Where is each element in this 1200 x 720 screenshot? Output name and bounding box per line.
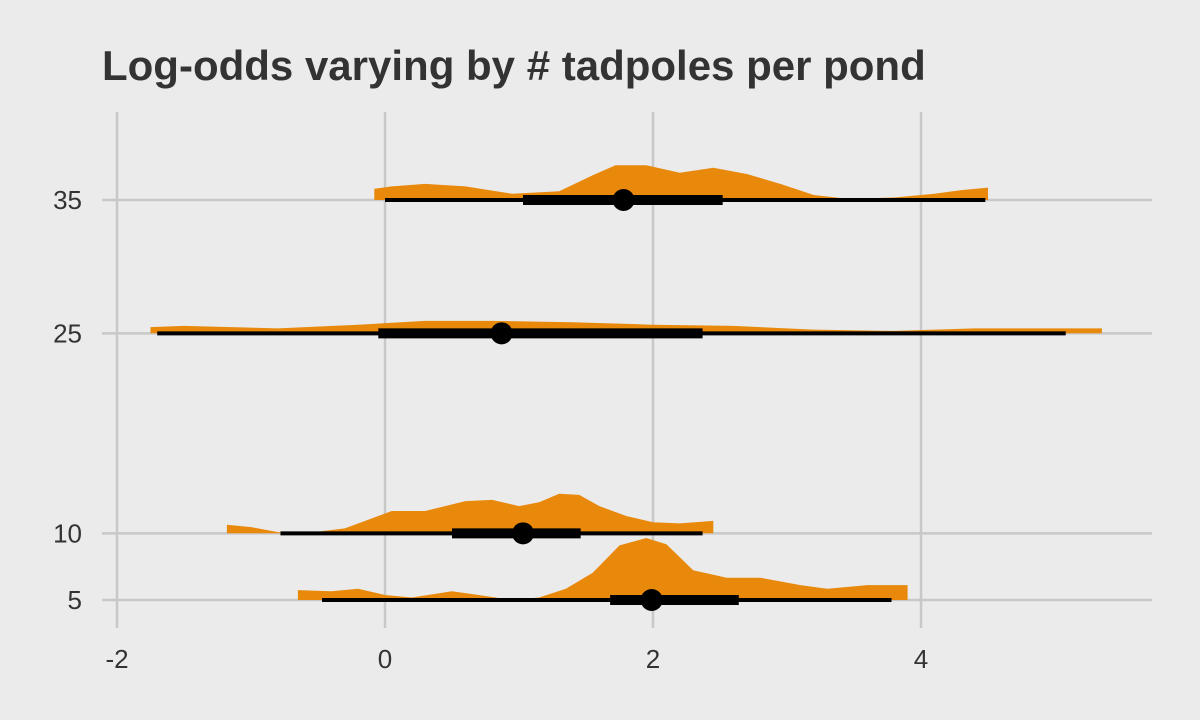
chart-title: Log-odds varying by # tadpoles per pond [102, 42, 926, 89]
point-estimate [512, 522, 535, 545]
y-tick-label: 25 [53, 318, 82, 348]
x-tick-label: 2 [646, 644, 660, 674]
y-axis-ticks: 5 10 25 35 [53, 185, 82, 615]
density-curve [297, 538, 908, 600]
x-tick-label: -2 [105, 644, 128, 674]
point-estimate [640, 589, 663, 611]
x-axis-ticks: -2 0 2 4 [105, 644, 928, 674]
x-tick-label: 4 [914, 644, 928, 674]
x-tick-label: 0 [378, 644, 392, 674]
point-estimate [490, 322, 513, 345]
point-estimate [612, 189, 635, 211]
y-tick-label: 10 [53, 518, 82, 548]
density-curve [226, 493, 714, 534]
density-curve [374, 165, 988, 200]
y-tick-label: 5 [68, 585, 82, 615]
y-tick-label: 35 [53, 185, 82, 215]
interval-layer [157, 189, 1066, 611]
